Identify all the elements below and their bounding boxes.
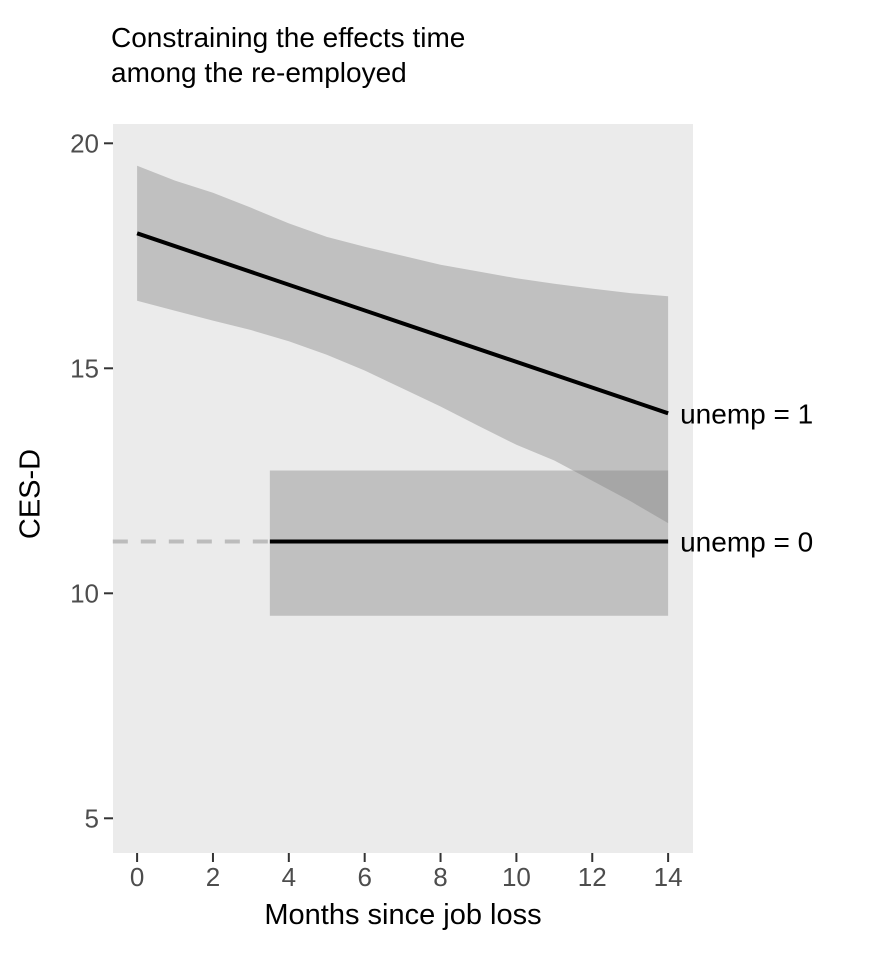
fit-line-unemp1 bbox=[136, 231, 669, 416]
series-label-unemp1: unemp = 1 bbox=[680, 398, 813, 429]
plot-panel bbox=[113, 124, 693, 853]
series-label-unemp0: unemp = 0 bbox=[680, 527, 813, 558]
chart-title-line-1: Constraining the effects time bbox=[111, 22, 466, 53]
y-tick-label: 5 bbox=[85, 803, 99, 833]
y-tick-label: 15 bbox=[70, 353, 99, 383]
ci-band-unemp1 bbox=[137, 165, 669, 524]
x-tick-label: 12 bbox=[578, 862, 607, 892]
x-tick-label: 2 bbox=[206, 862, 220, 892]
chart-title-line-2: among the re-employed bbox=[111, 57, 407, 88]
x-tick-label: 6 bbox=[357, 862, 371, 892]
x-tick-label: 8 bbox=[433, 862, 447, 892]
x-tick-label: 0 bbox=[130, 862, 144, 892]
y-tick-label: 10 bbox=[70, 578, 99, 608]
chart-title: Constraining the effects time among the … bbox=[111, 20, 465, 90]
y-tick-label: 20 bbox=[70, 128, 99, 158]
x-tick-label: 14 bbox=[654, 862, 683, 892]
x-tick-label: 4 bbox=[282, 862, 296, 892]
x-axis-title: Months since job loss bbox=[264, 899, 542, 931]
x-tick-label: 10 bbox=[502, 862, 531, 892]
